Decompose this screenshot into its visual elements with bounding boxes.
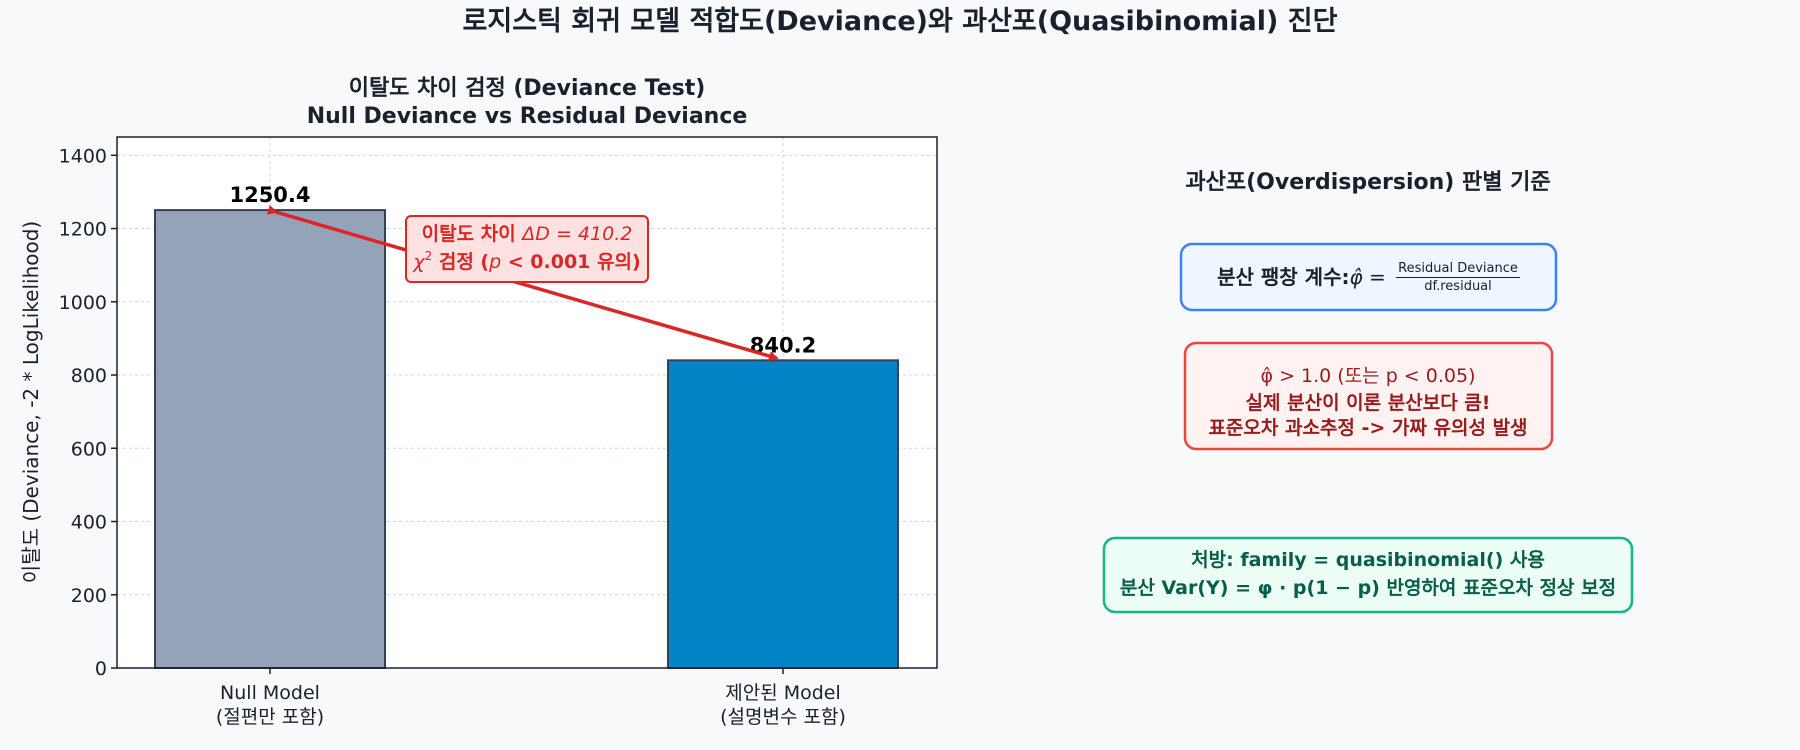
y-tick-label: 1200	[59, 219, 107, 241]
svg-text:이탈도 차이 ΔD = 410.2: 이탈도 차이 ΔD = 410.2	[422, 223, 633, 245]
remedy-line2: 분산 Var(Y) = φ · p(1 − p) 반영하여 표준오차 정상 보정	[1120, 577, 1616, 599]
equals-sign: =	[1362, 264, 1393, 289]
fraction-denominator: df.residual	[1424, 278, 1492, 294]
y-tick-label: 0	[95, 658, 107, 680]
annotation-delta-d: ΔD = 410.2	[520, 223, 632, 245]
chart-title-line1: 이탈도 차이 검정 (Deviance Test)	[349, 76, 706, 101]
bar-null-model	[154, 209, 386, 669]
y-tick-label: 200	[71, 585, 107, 607]
y-tick-label: 800	[71, 365, 107, 387]
y-tick-label: 1400	[59, 145, 107, 167]
x-axis-ticks: Null Model(절편만 포함) 제안된 Model(설명변수 포함)	[216, 668, 846, 728]
y-axis-label: 이탈도 (Deviance, -2 * LogLikelihood)	[19, 221, 43, 583]
chart-title-line2: Null Deviance vs Residual Deviance	[307, 104, 748, 129]
deviance-difference-arrow	[266, 205, 779, 361]
annotation-significance: < 0.001 유의)	[501, 251, 641, 273]
y-axis-ticks: 0 200 400 600 800 1000 1200 1400	[59, 145, 117, 680]
x-tick-sublabel: (설명변수 포함)	[720, 706, 846, 728]
fraction-numerator: Residual Deviance	[1396, 260, 1520, 278]
warning-box	[1183, 341, 1554, 451]
annotation-chi: χ	[412, 251, 425, 273]
annotation-line1-label: 이탈도 차이	[422, 223, 523, 245]
y-tick-label: 1000	[59, 292, 107, 314]
remedy-box	[1102, 536, 1634, 614]
deviance-annotation-box	[405, 215, 649, 283]
deviance-annotation: 이탈도 차이 ΔD = 410.2 χ2 검정 (p < 0.001 유의)	[405, 215, 649, 283]
warning-line3: 표준오차 과소추정 -> 가짜 유의성 발생	[1208, 417, 1527, 439]
annotation-test-label: 검정 (	[432, 251, 489, 273]
x-tick-label: 제안된 Model	[725, 682, 841, 704]
criteria-heading: 과산포(Overdispersion) 판별 기준	[1185, 170, 1550, 195]
warning-line2: 실제 분산이 이론 분산보다 큼!	[1246, 392, 1491, 414]
remedy-line1: 처방: family = quasibinomial() 사용	[1191, 549, 1545, 571]
warning-line1: φ̂ > 1.0 (또는 p < 0.05)	[1261, 365, 1476, 387]
dispersion-fraction: Residual Deviance df.residual	[1396, 261, 1520, 294]
annotation-p: p	[488, 251, 501, 273]
bar-value-label: 1250.4	[229, 183, 310, 207]
dispersion-box	[1179, 242, 1558, 312]
y-tick-label: 400	[71, 512, 107, 534]
annotation-chi-sup: 2	[425, 249, 433, 263]
x-tick-label: Null Model	[220, 682, 320, 704]
dispersion-label: 분산 팽창 계수:	[1217, 264, 1350, 289]
svg-text:χ2 검정 (p < 0.001 유의): χ2 검정 (p < 0.001 유의)	[412, 249, 640, 273]
y-tick-label: 600	[71, 438, 107, 460]
x-tick-sublabel: (절편만 포함)	[216, 706, 324, 728]
bar-proposed-model	[667, 359, 899, 669]
phi-hat-symbol: φ̂	[1349, 264, 1363, 289]
figure-title: 로지스틱 회귀 모델 적합도(Deviance)와 과산포(Quasibinom…	[463, 6, 1338, 37]
plot-frame	[116, 136, 938, 669]
